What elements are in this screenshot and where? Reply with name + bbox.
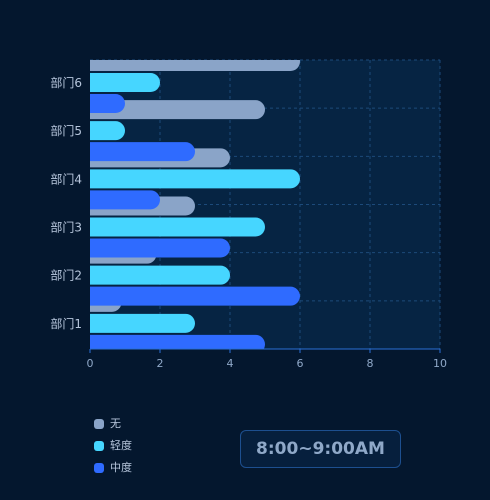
bar-部门3-中度 [90, 238, 230, 258]
bar-部门5-轻度 [90, 121, 125, 141]
bar-部门2-中度 [90, 286, 300, 306]
bar-chart: 部门1 部门2 部门3 部门4 部门5 部门6 0 2 4 6 8 10 [0, 58, 447, 370]
category-label: 部门1 [50, 316, 82, 331]
legend-label: 轻度 [110, 439, 132, 452]
bar-部门1-轻度 [90, 313, 195, 333]
time-range-badge: 8:00~9:00AM [240, 430, 401, 468]
bars-group [90, 60, 300, 349]
axis-mask [0, 58, 90, 351]
category-label: 部门5 [50, 123, 82, 138]
bar-部门6-无 [90, 60, 300, 71]
bar-部门4-中度 [90, 190, 160, 210]
bar-部门2-轻度 [90, 265, 230, 285]
x-tick-label: 10 [433, 357, 447, 370]
chart-legend: 无轻度 中度 [94, 417, 132, 475]
x-tick-label: 8 [367, 357, 374, 370]
category-label: 部门2 [50, 268, 82, 283]
legend-item: 轻度 [94, 439, 132, 453]
x-tick-label: 6 [297, 357, 304, 370]
legend-item: 无 [94, 417, 132, 431]
bar-部门1-中度 [90, 334, 265, 349]
legend-swatch [94, 463, 104, 473]
bar-部门5-中度 [90, 142, 195, 162]
x-tick-label: 2 [157, 357, 164, 370]
x-tick-label: 0 [87, 357, 94, 370]
bar-部门5-无 [90, 100, 265, 120]
legend-item: 中度 [94, 461, 132, 475]
bar-部门6-中度 [90, 94, 125, 113]
bar-部门6-轻度 [90, 73, 160, 92]
category-label: 部门3 [50, 220, 82, 235]
bar-部门3-轻度 [90, 217, 265, 237]
legend-swatch [94, 419, 104, 429]
category-label: 部门6 [50, 75, 82, 90]
legend-label: 中度 [110, 461, 132, 474]
legend-swatch [94, 441, 104, 451]
legend-label: 无 [110, 417, 121, 430]
time-range-label: 8:00~9:00AM [256, 439, 385, 459]
x-tick-label: 4 [227, 357, 234, 370]
category-label: 部门4 [50, 171, 82, 186]
bar-部门4-轻度 [90, 169, 300, 189]
